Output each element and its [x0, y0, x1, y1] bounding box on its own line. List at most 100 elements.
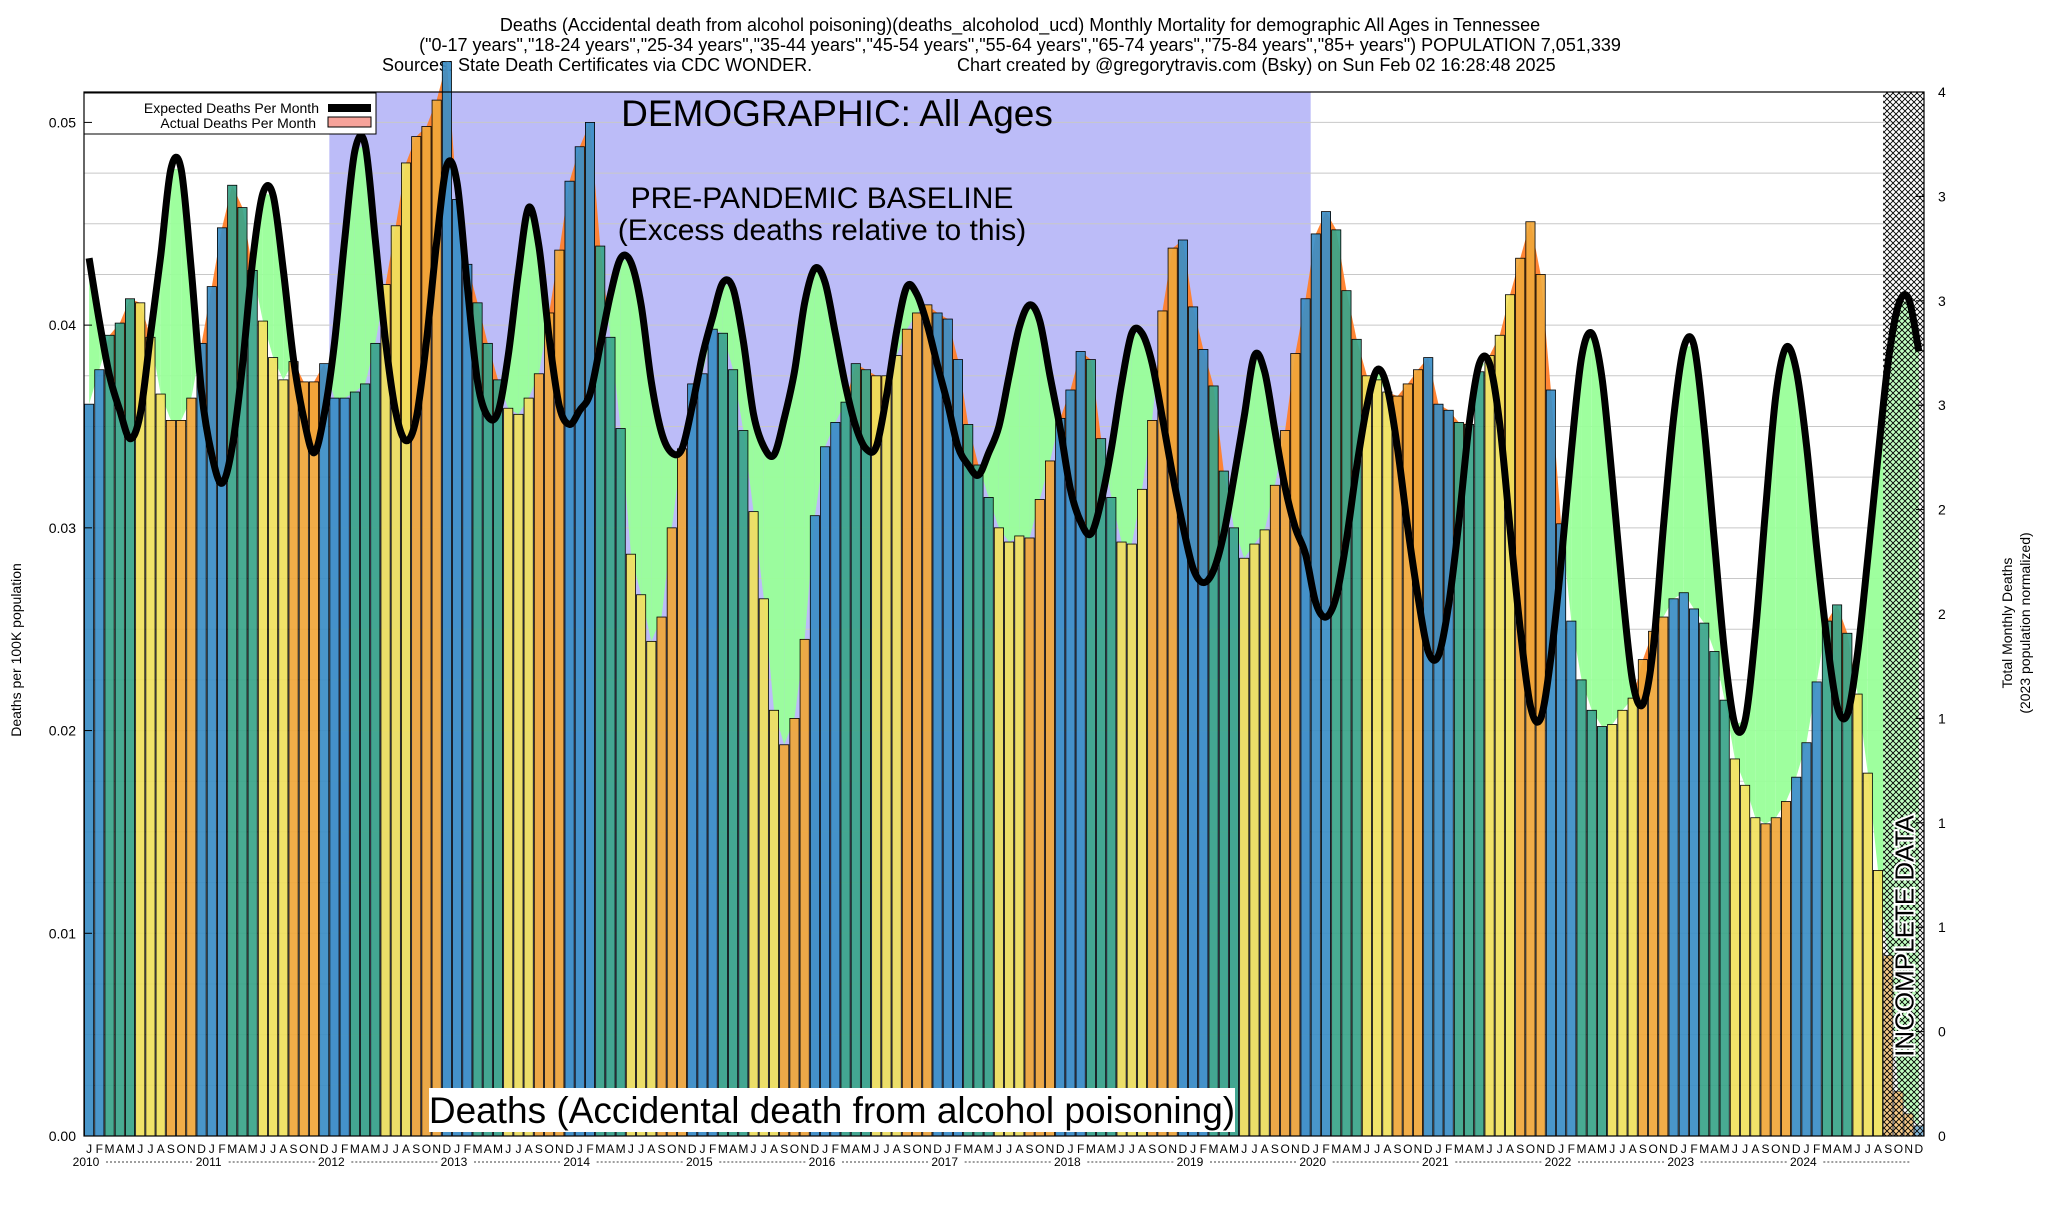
- month-tick-label: F: [1690, 1142, 1697, 1156]
- month-tick-label: D: [565, 1142, 574, 1156]
- y-tick-label: 0.01: [49, 925, 76, 941]
- month-tick-label: J: [1313, 1142, 1319, 1156]
- bar: [248, 270, 257, 1136]
- month-tick-label: F: [1568, 1142, 1575, 1156]
- bar: [493, 380, 502, 1136]
- bar: [1086, 360, 1095, 1136]
- bar: [1148, 420, 1157, 1136]
- bar: [371, 343, 380, 1136]
- month-tick-label: D: [1424, 1142, 1433, 1156]
- month-tick-label: F: [218, 1142, 225, 1156]
- month-tick-label: N: [555, 1142, 564, 1156]
- bar: [1546, 390, 1555, 1136]
- bar: [1281, 431, 1290, 1136]
- baseline-sublabel: (Excess deaths relative to this): [618, 214, 1027, 247]
- bar: [1689, 609, 1698, 1136]
- month-tick-label: A: [1833, 1142, 1841, 1156]
- bar: [1485, 356, 1494, 1136]
- month-tick-label: N: [1168, 1142, 1177, 1156]
- legend-expected-label: Expected Deaths Per Month: [144, 100, 319, 116]
- month-tick-label: J: [577, 1142, 583, 1156]
- month-tick-label: J: [1558, 1142, 1564, 1156]
- y2-tick-label: 4: [1938, 84, 1946, 100]
- year-label: 2019: [1177, 1155, 1204, 1169]
- bar: [1025, 538, 1034, 1136]
- bar: [1597, 727, 1606, 1136]
- year-label: 2013: [441, 1155, 468, 1169]
- y2-tick-label: 0: [1938, 1128, 1946, 1144]
- month-tick-label: S: [1271, 1142, 1279, 1156]
- month-tick-label: N: [310, 1142, 319, 1156]
- month-tick-label: D: [197, 1142, 206, 1156]
- bar: [1178, 240, 1187, 1136]
- bar: [872, 376, 881, 1136]
- bar: [800, 639, 809, 1136]
- bar: [759, 599, 768, 1136]
- month-tick-label: A: [647, 1142, 655, 1156]
- bar: [1189, 307, 1198, 1136]
- month-tick-label: A: [361, 1142, 369, 1156]
- month-tick-label: S: [167, 1142, 175, 1156]
- month-tick-label: O: [422, 1142, 431, 1156]
- bar: [1669, 599, 1678, 1136]
- month-tick-label: A: [1383, 1142, 1391, 1156]
- month-tick-label: J: [260, 1142, 266, 1156]
- month-tick-label: J: [1129, 1142, 1135, 1156]
- month-tick-label: A: [1506, 1142, 1514, 1156]
- deficit-fill: [1776, 347, 1786, 817]
- bar: [1291, 354, 1300, 1136]
- month-tick-label: A: [1261, 1142, 1269, 1156]
- bar: [1853, 694, 1862, 1136]
- month-tick-label: D: [933, 1142, 942, 1156]
- month-tick-label: J: [1803, 1142, 1809, 1156]
- month-tick-label: O: [667, 1142, 676, 1156]
- year-label: 2024: [1790, 1155, 1817, 1169]
- bar: [463, 264, 472, 1136]
- month-tick-label: M: [1822, 1142, 1832, 1156]
- bar: [1567, 621, 1576, 1136]
- y2-tick-label: 0: [1938, 1024, 1946, 1040]
- bar: [156, 394, 165, 1136]
- bar: [504, 408, 513, 1136]
- bar: [1741, 785, 1750, 1136]
- bar: [1015, 536, 1024, 1136]
- bar: [1413, 370, 1422, 1136]
- year-label: 2021: [1422, 1155, 1449, 1169]
- year-label: 2023: [1667, 1155, 1694, 1169]
- month-tick-label: J: [1681, 1142, 1687, 1156]
- bar: [1373, 380, 1382, 1136]
- month-tick-label: S: [903, 1142, 911, 1156]
- month-tick-label: O: [299, 1142, 308, 1156]
- month-tick-label: A: [484, 1142, 492, 1156]
- bar: [994, 528, 1003, 1136]
- bar: [810, 516, 819, 1136]
- month-tick-label: F: [341, 1142, 348, 1156]
- bar: [320, 364, 329, 1136]
- bar: [1873, 870, 1882, 1136]
- baseline-label: PRE-PANDEMIC BASELINE: [631, 182, 1014, 215]
- bar: [1332, 230, 1341, 1136]
- month-tick-label: A: [729, 1142, 737, 1156]
- y2-tick-label: 3: [1938, 188, 1946, 204]
- month-tick-label: J: [1364, 1142, 1370, 1156]
- deficit-fill: [774, 418, 784, 744]
- month-tick-label: M: [1106, 1142, 1116, 1156]
- bar: [279, 380, 288, 1136]
- bar: [1608, 724, 1617, 1136]
- month-tick-label: S: [1026, 1142, 1034, 1156]
- y2-tick-label: 1: [1938, 710, 1946, 726]
- deficit-fill: [1684, 345, 1694, 609]
- bar: [228, 185, 237, 1136]
- bar: [749, 512, 758, 1136]
- bar: [1577, 680, 1586, 1136]
- month-tick-label: J: [1190, 1142, 1196, 1156]
- deficit-fill: [1254, 356, 1264, 545]
- bar: [1321, 212, 1330, 1136]
- month-tick-label: J: [1067, 1142, 1073, 1156]
- deficit-fill: [784, 372, 794, 745]
- month-tick-label: F: [1077, 1142, 1084, 1156]
- month-tick-label: J: [822, 1142, 828, 1156]
- month-tick-label: M: [1086, 1142, 1096, 1156]
- bar: [1659, 617, 1668, 1136]
- month-tick-label: N: [1414, 1142, 1423, 1156]
